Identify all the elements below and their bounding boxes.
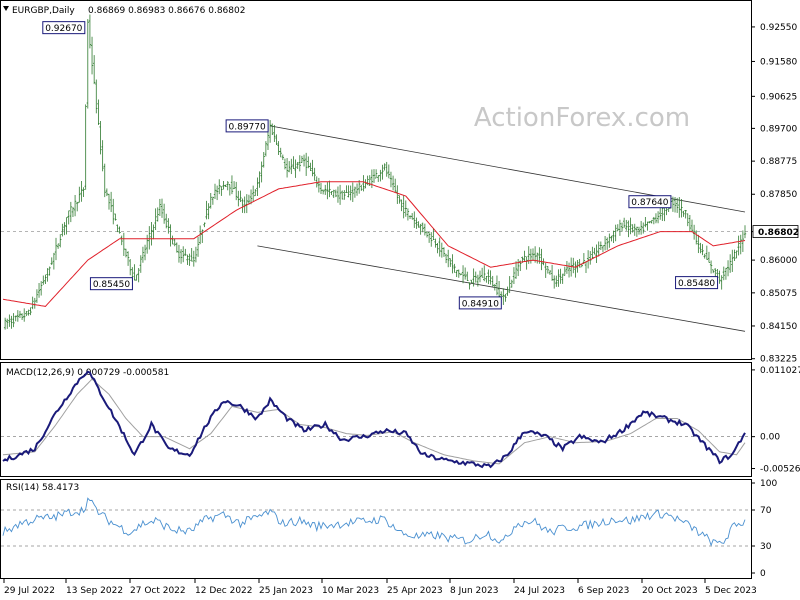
macd-plot — [1, 370, 751, 469]
symbol-triangle-icon — [3, 6, 9, 11]
watermark: ActionForex.com — [474, 103, 690, 133]
macd-signal-line — [2, 378, 746, 465]
axes: 0.92550 0.91580 0.90625 0.89700 0.88775 0.878… — [3, 23, 800, 596]
x-axis-label: 10 Mar 2023 — [322, 586, 379, 596]
rsi-title: RSI(14) 58.4173 — [6, 483, 79, 493]
price-axis-label: 0.91580 — [760, 57, 797, 67]
x-axis-label: 29 Jul 2022 — [4, 586, 55, 596]
price-label: 0.85480 — [678, 279, 715, 289]
rsi-line — [2, 497, 746, 547]
x-axis-label: 25 Apr 2023 — [387, 586, 443, 596]
rsi-axis-label: 30 — [760, 542, 772, 552]
price-label: 0.92670 — [45, 24, 82, 34]
price-label: 0.87640 — [631, 198, 668, 208]
price-axis-label: 0.90625 — [760, 92, 797, 102]
x-axis-label: 13 Sep 2022 — [66, 586, 123, 596]
rsi-panel-frame — [0, 479, 752, 579]
price-axis-label: 0.83225 — [760, 355, 797, 365]
x-axis-label: 20 Oct 2023 — [642, 586, 698, 596]
price-label-box — [225, 119, 269, 133]
x-axis-label: 27 Oct 2022 — [130, 586, 186, 596]
x-axis-label: 8 Jun 2023 — [450, 586, 498, 596]
rsi-axis-label: 100 — [760, 479, 777, 489]
current-price-box — [752, 225, 799, 238]
moving-average-line — [2, 181, 746, 307]
price-axis-label: 0.84150 — [760, 322, 797, 332]
macd-axis-label: 0.00 — [760, 433, 780, 443]
channel-line-1 — [270, 125, 746, 213]
rsi-plot — [1, 497, 751, 547]
price-plot: 0.92670 0.85450 0.89770 0.84910 0.87640 0.854… — [1, 14, 751, 332]
x-axis-label: 5 Dec 2023 — [705, 586, 757, 596]
macd-axis-label: -0.005267 — [760, 465, 800, 475]
price-axis-label: 0.85075 — [760, 289, 797, 299]
price-axis-label: 0.88775 — [760, 157, 797, 167]
price-label-box — [42, 21, 86, 35]
macd-line — [2, 370, 746, 469]
price-label: 0.84910 — [462, 299, 499, 309]
x-axis-label: 24 Jul 2023 — [514, 586, 565, 596]
price-axis-label: 0.89700 — [760, 124, 797, 134]
macd-panel-frame — [0, 362, 752, 477]
channel-line-2 — [257, 245, 746, 332]
price-label-box — [628, 195, 672, 209]
ohlc-readout: 0.86869 0.86983 0.86676 0.86802 — [88, 6, 245, 16]
current-price-label: 0.86802 — [758, 228, 799, 238]
macd-axis-label: 0.011027 — [760, 366, 800, 376]
price-label: 0.85450 — [93, 280, 130, 290]
price-label-box — [675, 276, 719, 290]
price-label: 0.89770 — [229, 122, 266, 132]
rsi-axis-label: 70 — [760, 506, 772, 516]
price-axis-label: 0.86000 — [760, 256, 797, 266]
price-panel-frame — [0, 0, 752, 360]
price-label-box — [458, 296, 502, 310]
symbol-label: EURGBP,Daily — [12, 6, 75, 16]
x-axis-label: 6 Sep 2023 — [578, 586, 629, 596]
price-axis-label: 0.92550 — [760, 23, 797, 33]
price-axis-label: 0.87850 — [760, 190, 797, 200]
rsi-axis-label: 0 — [760, 569, 766, 579]
x-axis-label: 25 Jan 2023 — [259, 586, 313, 596]
x-axis-label: 12 Dec 2022 — [195, 586, 253, 596]
price-label-box — [89, 277, 133, 291]
